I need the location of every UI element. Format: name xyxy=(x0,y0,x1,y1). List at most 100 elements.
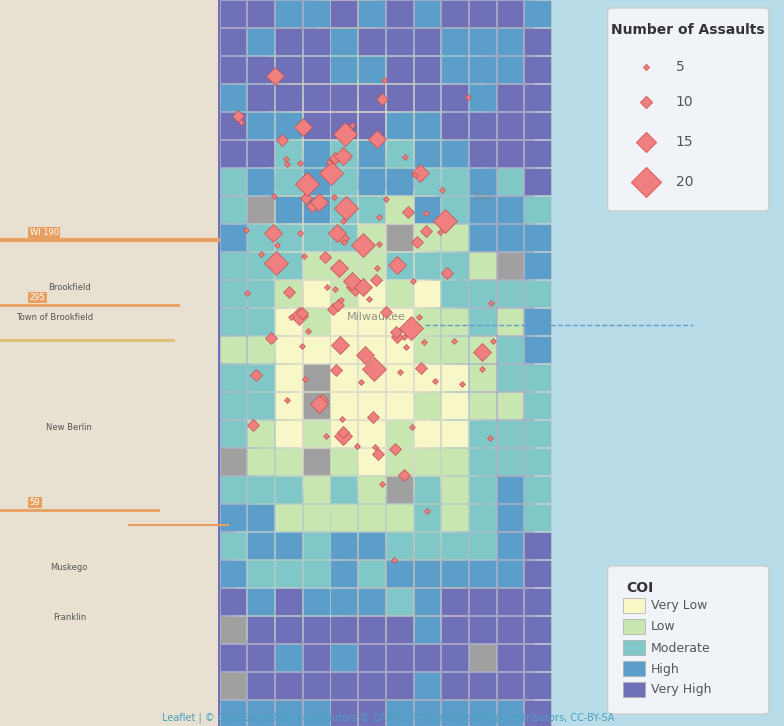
Bar xyxy=(469,0,495,27)
Text: Very High: Very High xyxy=(651,683,712,696)
Bar xyxy=(469,420,495,447)
Bar xyxy=(469,392,495,419)
Bar xyxy=(331,448,358,475)
Bar xyxy=(386,644,412,671)
Bar xyxy=(303,476,329,503)
Bar xyxy=(303,84,329,111)
Bar xyxy=(220,56,246,83)
Bar xyxy=(358,336,385,363)
Polygon shape xyxy=(238,530,456,640)
Bar xyxy=(275,140,302,167)
Text: Leaflet | © OpenStreetMap contributors © CARTO, © OpenStreetMap contributors, CC: Leaflet | © OpenStreetMap contributors ©… xyxy=(162,713,614,723)
Bar xyxy=(469,308,495,335)
Bar xyxy=(220,280,246,307)
Bar xyxy=(497,112,524,139)
Bar xyxy=(248,168,274,195)
Bar xyxy=(386,0,412,27)
Bar xyxy=(303,196,329,223)
Bar xyxy=(386,224,412,251)
Bar xyxy=(497,84,524,111)
Bar xyxy=(248,392,274,419)
Bar xyxy=(524,560,551,587)
Bar xyxy=(623,682,645,697)
Bar xyxy=(386,196,412,223)
Bar xyxy=(275,420,302,447)
Bar xyxy=(414,168,441,195)
Bar xyxy=(358,168,385,195)
Bar xyxy=(497,252,524,279)
Bar xyxy=(469,364,495,391)
Bar xyxy=(303,616,329,643)
Bar xyxy=(497,448,524,475)
Bar xyxy=(220,476,246,503)
Bar xyxy=(248,140,274,167)
Bar xyxy=(331,504,358,531)
Bar xyxy=(303,168,329,195)
Bar xyxy=(248,420,274,447)
Bar xyxy=(220,308,246,335)
Bar xyxy=(469,336,495,363)
Bar xyxy=(331,168,358,195)
Bar xyxy=(248,616,274,643)
Bar xyxy=(248,28,274,55)
Bar xyxy=(497,364,524,391)
Bar xyxy=(497,280,524,307)
Bar xyxy=(220,672,246,699)
Bar xyxy=(386,588,412,615)
Polygon shape xyxy=(227,200,475,420)
Bar xyxy=(469,532,495,559)
Bar xyxy=(275,84,302,111)
Bar xyxy=(303,588,329,615)
Bar xyxy=(303,0,329,27)
Bar xyxy=(248,588,274,615)
Bar xyxy=(331,364,358,391)
Bar xyxy=(441,224,468,251)
Bar xyxy=(358,112,385,139)
Bar xyxy=(497,476,524,503)
Bar xyxy=(524,28,551,55)
Bar xyxy=(469,644,495,671)
Bar xyxy=(414,532,441,559)
Bar xyxy=(220,196,246,223)
Bar xyxy=(275,56,302,83)
Bar xyxy=(248,504,274,531)
Polygon shape xyxy=(238,30,485,200)
Bar xyxy=(497,616,524,643)
Bar xyxy=(497,140,524,167)
Bar xyxy=(414,196,441,223)
Bar xyxy=(358,420,385,447)
Text: Milwaukee: Milwaukee xyxy=(347,312,405,322)
FancyBboxPatch shape xyxy=(608,8,769,211)
Bar xyxy=(248,224,274,251)
Bar xyxy=(220,448,246,475)
Bar xyxy=(414,420,441,447)
Bar xyxy=(469,168,495,195)
Bar xyxy=(524,336,551,363)
Bar xyxy=(386,112,412,139)
Bar xyxy=(220,28,246,55)
Polygon shape xyxy=(0,0,218,726)
Bar xyxy=(275,560,302,587)
Bar xyxy=(386,28,412,55)
Bar xyxy=(414,140,441,167)
Bar xyxy=(248,672,274,699)
Bar xyxy=(275,588,302,615)
Bar xyxy=(414,252,441,279)
Bar xyxy=(524,448,551,475)
Bar xyxy=(248,532,274,559)
Bar xyxy=(441,140,468,167)
Bar xyxy=(441,700,468,726)
Bar xyxy=(386,168,412,195)
Bar xyxy=(331,308,358,335)
Bar xyxy=(441,588,468,615)
Bar xyxy=(331,0,358,27)
Bar xyxy=(386,560,412,587)
Bar xyxy=(358,672,385,699)
Bar xyxy=(331,532,358,559)
Bar xyxy=(331,644,358,671)
Bar xyxy=(386,364,412,391)
Bar xyxy=(441,392,468,419)
Bar xyxy=(497,168,524,195)
Bar xyxy=(524,224,551,251)
Bar xyxy=(386,280,412,307)
